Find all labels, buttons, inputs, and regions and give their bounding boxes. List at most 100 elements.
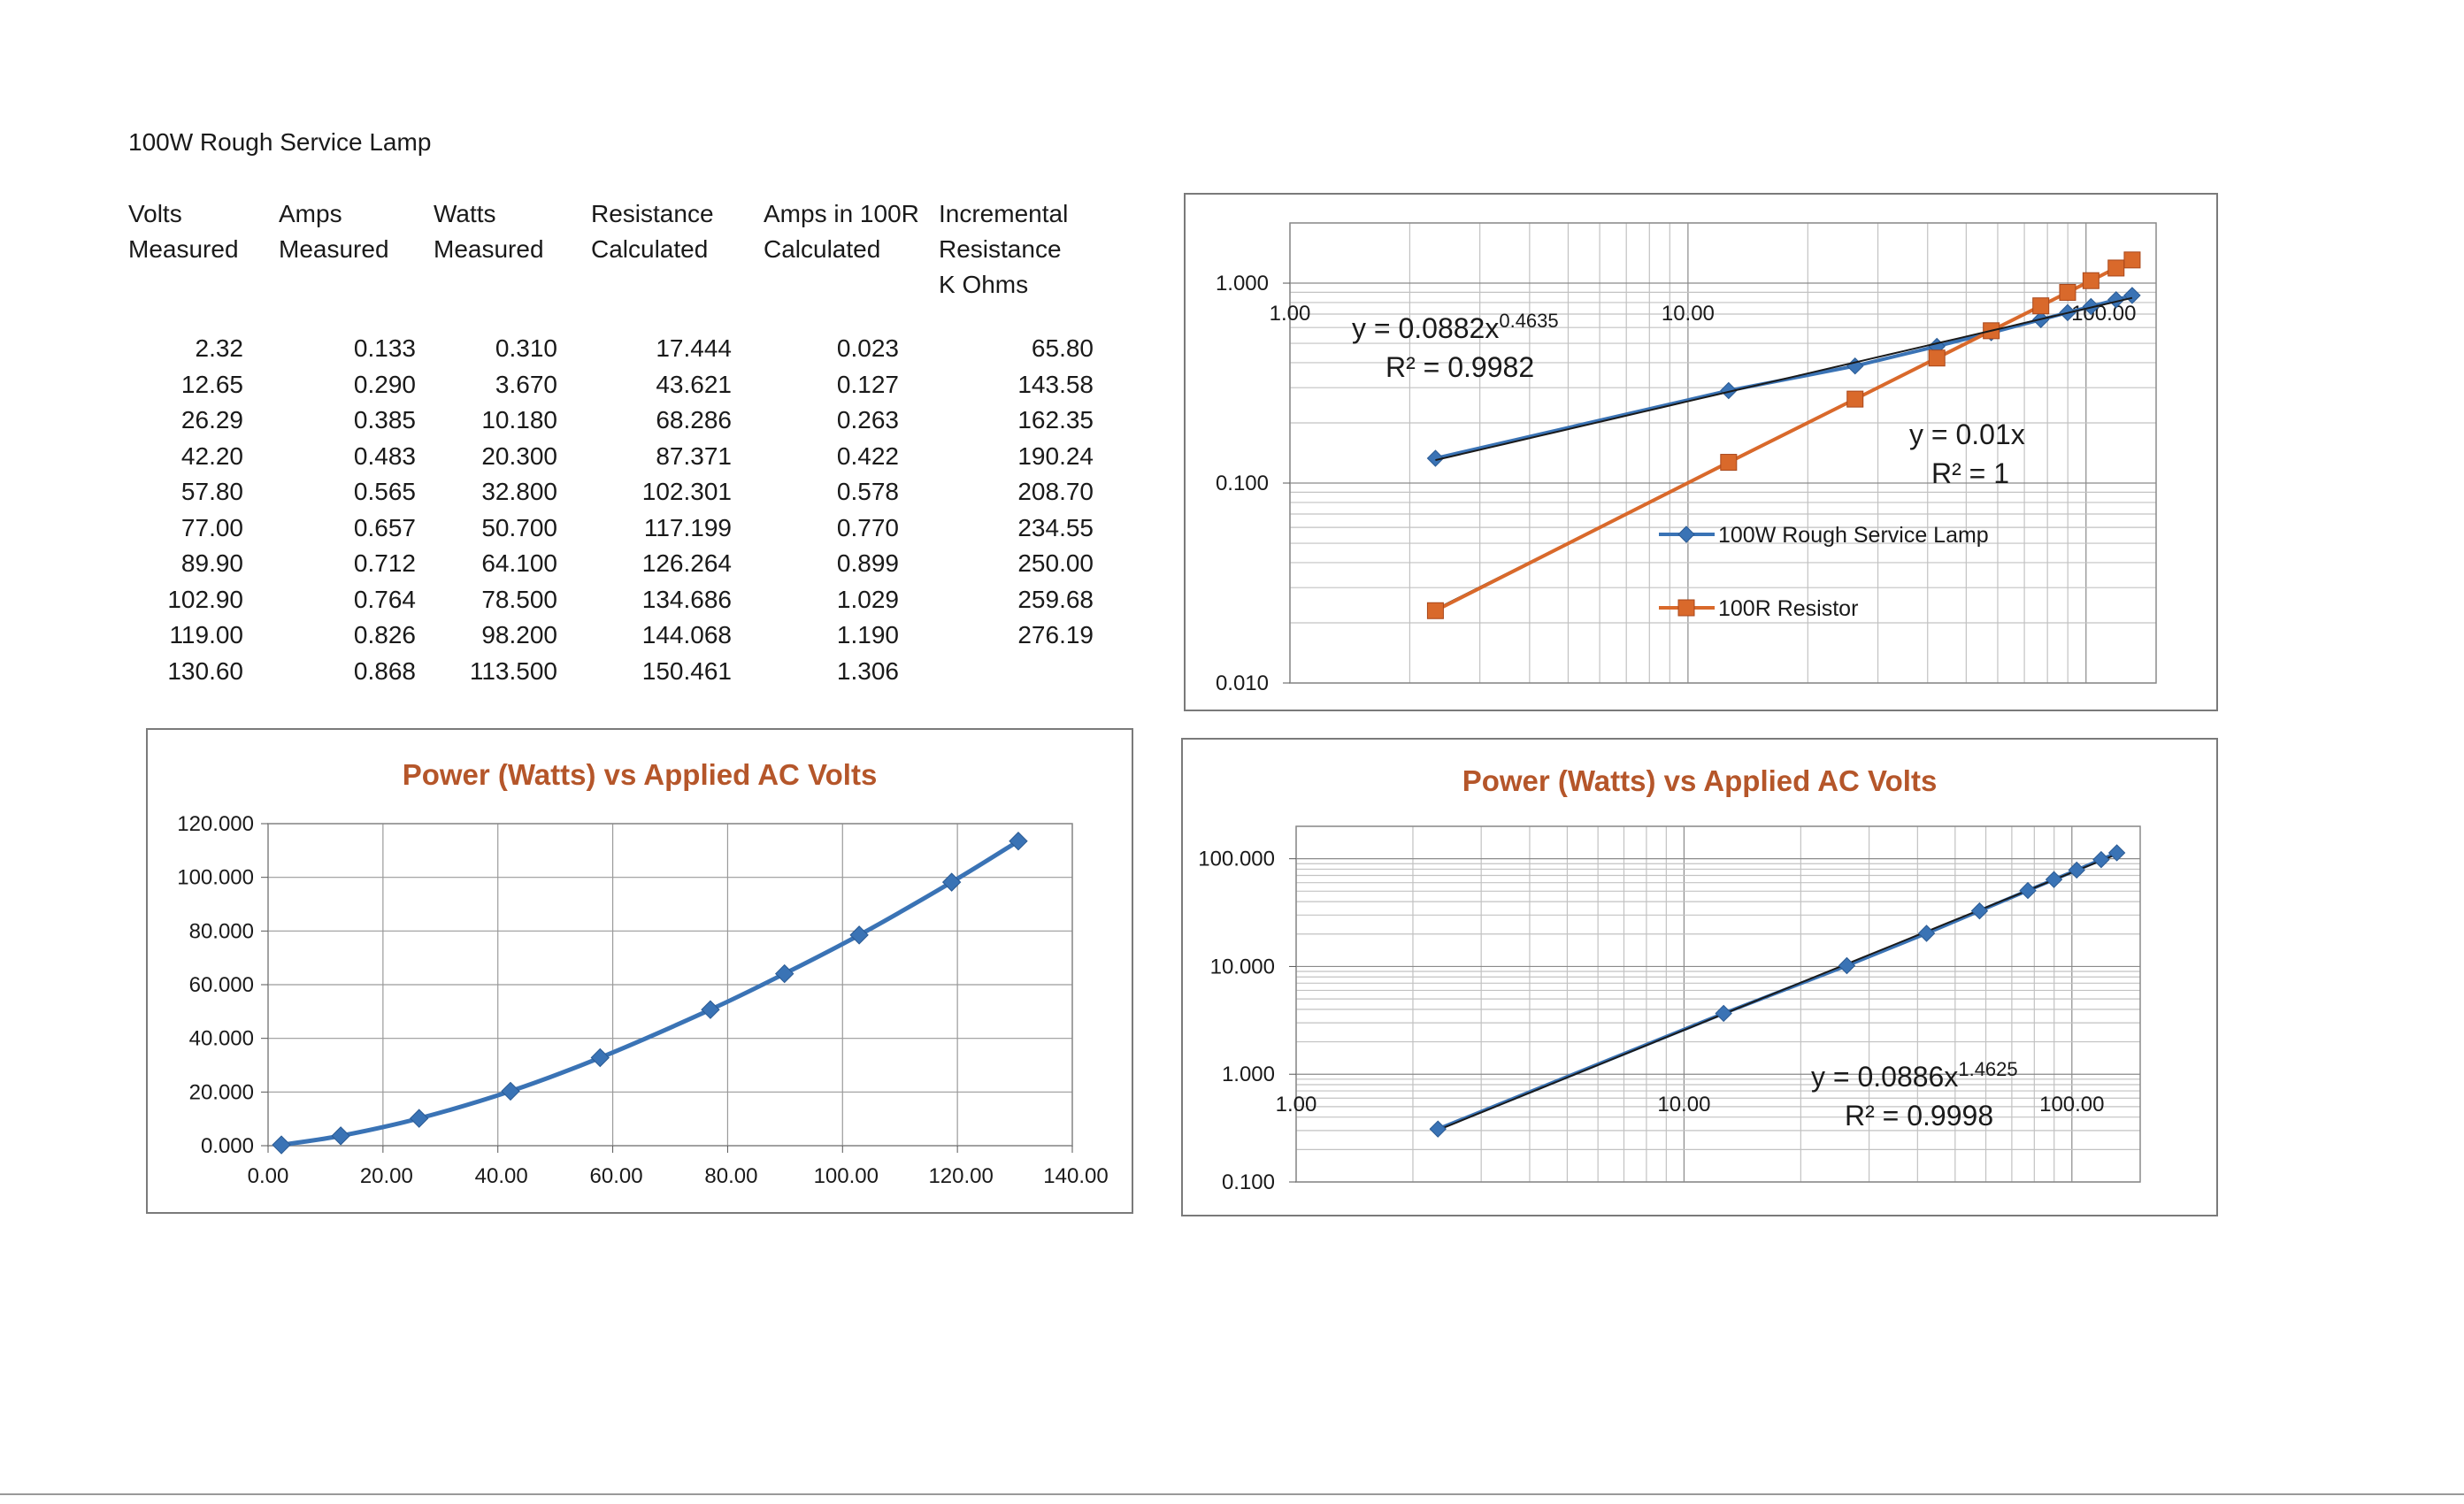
- table-cell: 0.263: [836, 406, 899, 434]
- table-cell: 2.32: [195, 334, 244, 362]
- table-cell: 0.127: [836, 370, 899, 398]
- power-vs-volts-log-chart: Power (Watts) vs Applied AC Volts 0.100 1.…: [1181, 738, 2218, 1216]
- lamp-data-point: [2107, 291, 2125, 309]
- table-cell: 143.58: [1017, 370, 1094, 398]
- y-tick-label: 1.000: [1216, 272, 1269, 295]
- resistor-data-point: [2082, 272, 2099, 289]
- table-cell: 102.90: [167, 585, 243, 613]
- power-vs-volts-log-plot: Power (Watts) vs Applied AC Volts 0.100 1.…: [1198, 764, 2141, 1194]
- resistor-data-point: [1426, 602, 1444, 619]
- x-tick-label: 100.00: [814, 1164, 879, 1188]
- table-cell: 10.180: [481, 406, 557, 434]
- x-tick-label: 1.00: [1276, 1093, 1317, 1116]
- legend-resistor-marker: [1677, 599, 1695, 617]
- power-data-point: [1009, 832, 1028, 851]
- resistor-data-point: [2107, 259, 2125, 277]
- table-cell: 102.301: [641, 478, 732, 505]
- table-cell: 43.621: [656, 370, 732, 398]
- plot-area-border: [1295, 825, 2141, 1183]
- table-cell: 1.190: [836, 621, 899, 648]
- resistor-equation: y = 0.01x: [1909, 418, 2025, 450]
- plot-area-border: [1289, 222, 2157, 684]
- table-cell: 57.80: [180, 478, 243, 505]
- x-tick-label: 60.00: [590, 1164, 643, 1188]
- column-header: Incremental Resistance K Ohms: [939, 200, 1069, 298]
- table-cell: 0.868: [353, 656, 416, 685]
- power-data-point: [941, 872, 962, 892]
- table-cell: 65.80: [1031, 334, 1094, 362]
- table-cell: [939, 654, 1107, 690]
- column-header: Amps Measured: [279, 200, 389, 263]
- power-data-point: [2092, 850, 2110, 869]
- table-cell: 1.029: [836, 585, 899, 613]
- resistor-data-point: [2059, 283, 2076, 301]
- y-tick-label: 10.000: [1210, 955, 1275, 978]
- power-data-point: [1970, 902, 1989, 920]
- table-row: 57.80 0.565 32.800 102.301 0.578 208.70: [128, 474, 1107, 510]
- table-cell: 3.670: [495, 370, 557, 398]
- y-tick-label: 0.100: [1222, 1170, 1275, 1194]
- resistor-data-point: [2123, 251, 2141, 269]
- table-cell: 0.310: [495, 334, 557, 362]
- resistor-data-point: [2032, 297, 2050, 315]
- resistor-series-line: [1434, 258, 2133, 613]
- table-cell: 78.500: [481, 585, 557, 613]
- table-cell: 113.500: [469, 656, 557, 685]
- table-cell: 87.371: [656, 441, 732, 470]
- table-cell: 144.068: [641, 621, 732, 648]
- table-cell: 126.264: [641, 549, 732, 577]
- table-row: 77.00 0.657 50.700 117.199 0.770 234.55: [128, 510, 1107, 547]
- table-cell: 162.35: [1017, 406, 1094, 434]
- table-row: 2.32 0.133 0.310 17.444 0.023 65.80: [128, 331, 1107, 367]
- table-row: 12.65 0.290 3.670 43.621 0.127 143.58: [128, 367, 1107, 403]
- power-series-line: [1437, 851, 2118, 1132]
- resistor-data-point: [1720, 454, 1738, 472]
- table-cell: 0.133: [353, 334, 416, 362]
- lamp-data-point: [1720, 381, 1738, 400]
- y-tick-label: 20.000: [189, 1080, 254, 1104]
- table-cell: 77.00: [180, 513, 243, 541]
- y-tick-label: 120.000: [177, 812, 254, 836]
- power-data-point: [1838, 956, 1856, 975]
- table-cell: 276.19: [1017, 621, 1094, 648]
- y-tick-label: 0.010: [1216, 671, 1269, 695]
- resistor-r-squared: R² = 1: [1931, 457, 2009, 489]
- x-tick-label: 10.00: [1662, 302, 1715, 326]
- table-cell: 32.800: [481, 478, 557, 505]
- lamp-r-squared: R² = 0.9982: [1386, 351, 1534, 383]
- lamp-series-line: [1434, 293, 2133, 460]
- table-cell: 64.100: [481, 549, 557, 577]
- table-cell: 26.29: [180, 406, 243, 434]
- legend-resistor-label: 100R Resistor: [1718, 596, 1858, 621]
- table-row: 102.90 0.764 78.500 134.686 1.029 259.68: [128, 582, 1107, 618]
- table-row: 89.90 0.712 64.100 126.264 0.899 250.00: [128, 546, 1107, 582]
- x-tick-label: 10.00: [1657, 1093, 1710, 1116]
- chart-title: Power (Watts) vs Applied AC Volts: [1462, 764, 1938, 797]
- resistor-data-point: [1928, 349, 1946, 367]
- table-cell: 234.55: [1017, 513, 1094, 541]
- table-cell: 0.290: [353, 370, 416, 398]
- column-header: Amps in 100R Calculated: [764, 200, 919, 263]
- power-vs-volts-linear-plot: Power (Watts) vs Applied AC Volts 0.000 20…: [177, 758, 1108, 1188]
- table-cell: 190.24: [1017, 441, 1094, 470]
- y-tick-label: 100.000: [1198, 848, 1275, 871]
- resistor-data-point: [1846, 390, 1864, 408]
- y-tick-label: 40.000: [189, 1027, 254, 1051]
- document-title: 100W Rough Service Lamp: [128, 128, 432, 156]
- plot-gridlines: [267, 823, 1073, 1147]
- table-cell: 0.764: [353, 585, 416, 613]
- table-row: 130.60 0.868 113.500 150.461 1.306: [128, 654, 1107, 690]
- table-cell: 12.65: [180, 370, 243, 398]
- power-trendline: [1437, 853, 2118, 1132]
- table-cell: 119.00: [169, 621, 243, 648]
- column-header: Watts Measured: [434, 200, 544, 263]
- x-tick-label: 20.00: [360, 1164, 413, 1188]
- power-data-point: [501, 1081, 520, 1101]
- power-vs-volts-linear-chart: Power (Watts) vs Applied AC Volts 0.000 20…: [146, 728, 1133, 1214]
- table-cell: 20.300: [481, 441, 557, 470]
- table-cell: 150.461: [641, 656, 732, 685]
- table-cell: 0.422: [836, 441, 899, 470]
- table-cell: 130.60: [167, 656, 243, 685]
- x-tick-label: 120.00: [928, 1164, 993, 1188]
- table-row: 26.29 0.385 10.180 68.286 0.263 162.35: [128, 403, 1107, 439]
